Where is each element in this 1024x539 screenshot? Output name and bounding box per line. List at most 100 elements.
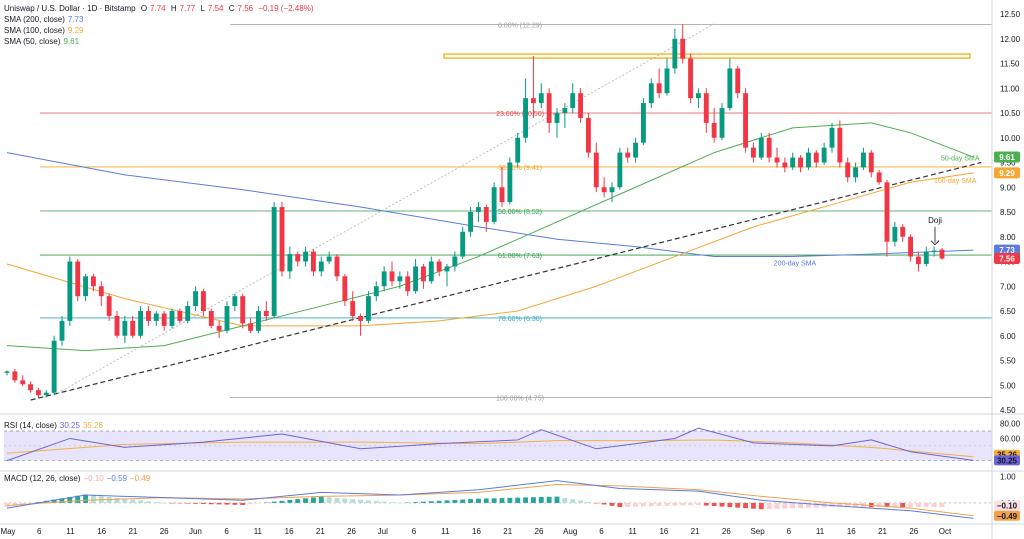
candle-body [444, 266, 450, 272]
doji-annotation: Doji [928, 216, 942, 225]
candle-body [358, 315, 364, 321]
candle-body [876, 172, 882, 183]
candle-body [782, 162, 788, 168]
rsi-ma-line [6, 439, 974, 458]
candle [617, 147, 623, 190]
indicator-lines [6, 23, 982, 401]
macd-histogram-bar [4, 502, 10, 508]
candle [538, 83, 544, 109]
macd-histogram-bar [295, 499, 301, 503]
macd-histogram-bar [609, 502, 615, 506]
candle-body [263, 311, 269, 316]
candle-body [318, 261, 324, 272]
fib-level-label: 78.60% (6.36) [498, 316, 542, 323]
macd-histogram-bar [640, 502, 646, 507]
candle-body [845, 162, 851, 178]
candle [185, 301, 191, 324]
candle [114, 311, 120, 339]
macd-histogram-bar [365, 500, 371, 503]
macd-histogram-bar [130, 499, 136, 503]
macd-histogram-bar [310, 497, 316, 503]
candle [436, 259, 442, 277]
candle-body [326, 256, 332, 262]
candle [648, 78, 654, 109]
candle [884, 179, 890, 257]
sma200-legend[interactable]: SMA (200, close) 7.73 [4, 15, 84, 24]
macd-histogram-bar [475, 498, 481, 503]
price-chip [994, 244, 1020, 256]
candle-body [342, 276, 348, 302]
macd-histogram-bar [232, 502, 238, 505]
candle [499, 167, 505, 208]
macd-histogram-bar [923, 502, 929, 508]
candle-body [397, 276, 403, 282]
open-value: 7.74 [150, 4, 166, 13]
time-tick-label: 16 [285, 527, 294, 536]
price-tick-label: 11.50 [1000, 60, 1020, 69]
candle [546, 88, 552, 133]
macd-histogram-bar [931, 502, 937, 508]
price-tick-label: 5.50 [1000, 357, 1016, 366]
candle-body [20, 380, 26, 385]
time-tick-label: 26 [535, 527, 544, 536]
macd-histogram-bar [389, 502, 395, 503]
price-tick-label: 12.00 [1000, 35, 1021, 44]
macd-legend[interactable]: MACD (12, 26, close) −0.10 −0.59 −0.49 [4, 474, 151, 483]
rsi-legend[interactable]: RSI (14, close) 30.25 35.26 [4, 421, 103, 430]
rsi-tick-label: 80.00 [1000, 420, 1021, 429]
candle-body [695, 93, 701, 99]
time-tick-label: 21 [691, 527, 700, 536]
candle-body [805, 152, 811, 168]
candlestick-series[interactable] [4, 23, 945, 398]
macd-histogram-bar [436, 500, 442, 503]
candle-body [12, 371, 18, 381]
candle-body [774, 157, 780, 163]
candle-body [122, 320, 128, 336]
time-tick-label: 26 [909, 527, 918, 536]
macd-histogram-bar [601, 502, 607, 505]
candle-body [570, 93, 576, 109]
time-tick-label: 6 [412, 527, 417, 536]
candle-body [169, 311, 175, 326]
candle [263, 301, 269, 321]
macd-histogram-bar [688, 502, 694, 506]
candle [727, 58, 733, 111]
macd-chip [994, 510, 1020, 521]
candle [640, 98, 646, 146]
macd-histogram-bar [915, 502, 921, 508]
candle-body [554, 113, 560, 123]
candle-body [67, 261, 73, 321]
macd-histogram-bar [75, 495, 81, 503]
macd-histogram-bar [452, 499, 458, 503]
macd-histogram-bar [625, 502, 631, 507]
symbol-title: Uniswap / U.S. Dollar · 1D · Bitstamp [4, 4, 136, 13]
sma50-legend[interactable]: SMA (50, close) 9.61 [4, 37, 80, 46]
macd-histogram-bar [153, 502, 159, 503]
candle-body [884, 182, 890, 242]
candle-body [240, 296, 246, 324]
price-tick-label: 10.50 [1000, 109, 1021, 118]
time-tick-label: 11 [629, 527, 638, 536]
macd-line [6, 480, 974, 519]
time-tick-label: 11 [66, 527, 75, 536]
time-tick-label: 11 [816, 527, 825, 536]
fib-level-label: 0.00% (12.29) [498, 22, 542, 29]
sma100-legend[interactable]: SMA (100, close) 9.29 [4, 26, 84, 35]
candle [813, 150, 819, 168]
candle-body [389, 271, 395, 282]
candle-body [601, 187, 607, 193]
macd-histogram-bar [67, 497, 73, 503]
candle [106, 293, 112, 321]
candle [475, 202, 481, 222]
candle [83, 273, 89, 302]
time-tick-label: 6 [599, 527, 604, 536]
time-tick-label: 26 [347, 527, 356, 536]
candle [633, 137, 639, 163]
rsi-chip [994, 455, 1020, 466]
price-tick-label: 6.00 [1000, 332, 1016, 341]
candle-body [868, 152, 874, 173]
candle-body [452, 256, 458, 267]
candle [224, 301, 230, 334]
candle-body [766, 137, 772, 158]
